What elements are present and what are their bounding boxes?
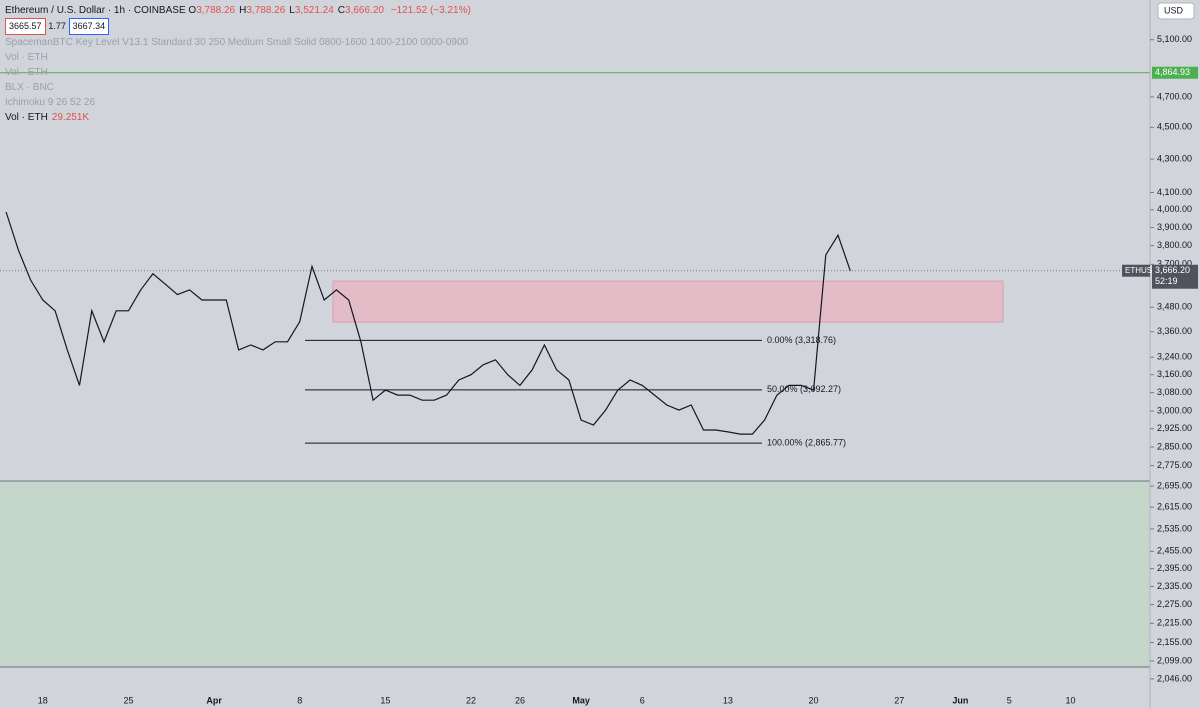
- ohlc-key: H: [239, 5, 247, 16]
- indicator-name: Vol · ETH: [5, 112, 48, 123]
- indicator-name: SpacemanBTC Key Level V13.1 Standard 30 …: [5, 37, 469, 48]
- symbol-badge: [1122, 264, 1150, 277]
- key-level-label: 4,864.93: [1155, 67, 1190, 77]
- fib-label: 0.00% (3,318.76): [767, 335, 836, 345]
- last-price-label: 3,666.20: [1155, 265, 1190, 275]
- zone: [332, 280, 1004, 323]
- ohlc-key: L: [289, 5, 295, 16]
- y-tick-label: 2,099.00: [1157, 655, 1192, 665]
- key-level-badge: [1152, 66, 1198, 79]
- ohlc-value: 3,666.20: [345, 5, 384, 16]
- fib-label: 100.00% (2,865.77): [767, 437, 846, 447]
- y-tick-label: 2,395.00: [1157, 563, 1192, 573]
- x-tick-label: 10: [1065, 695, 1075, 705]
- x-tick-label: 26: [515, 695, 525, 705]
- indicator-name: BLX · BNC: [5, 82, 54, 93]
- x-tick-label: 5: [1007, 695, 1012, 705]
- indicator-name: Vol · ETH: [5, 67, 48, 78]
- y-tick-label: 3,480.00: [1157, 302, 1192, 312]
- bid[interactable]: 3665.57: [5, 18, 46, 35]
- indicator: BLX · BNC: [5, 80, 471, 95]
- x-tick-label: 13: [723, 695, 733, 705]
- y-tick-label: 4,100.00: [1157, 187, 1192, 197]
- indicator: SpacemanBTC Key Level V13.1 Standard 30 …: [5, 35, 471, 50]
- y-tick-label: 4,700.00: [1157, 91, 1192, 101]
- last-price-badge: [1152, 264, 1198, 289]
- y-tick-label: 2,275.00: [1157, 599, 1192, 609]
- y-tick-label: 4,500.00: [1157, 122, 1192, 132]
- indicator: Ichimoku 9 26 52 26: [5, 95, 471, 110]
- y-tick-label: 2,695.00: [1157, 480, 1192, 490]
- y-tick-label: 2,775.00: [1157, 460, 1192, 470]
- quote-row: 3665.57 1.77 3667.34: [5, 18, 471, 35]
- y-tick-label: 4,300.00: [1157, 154, 1192, 164]
- x-tick-label: 15: [380, 695, 390, 705]
- y-tick-label: 2,155.00: [1157, 637, 1192, 647]
- y-tick-label: 2,615.00: [1157, 502, 1192, 512]
- symbol: Ethereum / U.S. Dollar · 1h · COINBASE: [5, 5, 186, 16]
- ohlc-value: 3,788.26: [196, 5, 236, 16]
- ask[interactable]: 3667.34: [68, 18, 110, 35]
- y-tick-label: 3,360.00: [1157, 326, 1192, 336]
- ohlc-value: 3,521.24: [294, 5, 334, 16]
- y-tick-label: 2,455.00: [1157, 546, 1192, 556]
- indicator-value: 29.251K: [51, 112, 90, 123]
- ohlc-value: 3,788.26: [246, 5, 286, 16]
- x-tick-label: 18: [38, 695, 48, 705]
- x-tick-label: Jun: [952, 695, 968, 705]
- y-tick-label: 2,535.00: [1157, 523, 1192, 533]
- x-tick-label: 27: [894, 695, 904, 705]
- indicator: Vol · ETH: [5, 65, 471, 80]
- x-tick-label: 22: [466, 695, 476, 705]
- symbol-label: ETHUSD: [1125, 266, 1158, 275]
- ohlc-key: C: [337, 5, 346, 16]
- x-tick-label: 8: [297, 695, 302, 705]
- volume-pane: [0, 481, 1150, 667]
- symbol-row: Ethereum / U.S. Dollar · 1h · COINBASE O…: [5, 3, 471, 18]
- x-tick-label: 6: [640, 695, 645, 705]
- x-tick-label: May: [572, 695, 590, 705]
- price-line: [5, 211, 851, 435]
- x-tick-label: 20: [809, 695, 819, 705]
- countdown: 52:19: [1155, 276, 1178, 286]
- fib-label: 50.00% (3,092.27): [767, 384, 841, 394]
- y-tick-label: 5,100.00: [1157, 34, 1192, 44]
- ohlc-key: O: [188, 5, 197, 16]
- y-tick-label: 2,925.00: [1157, 423, 1192, 433]
- spread: 1.77: [48, 21, 66, 31]
- y-tick-label: 3,000.00: [1157, 405, 1192, 415]
- y-tick-label: 3,900.00: [1157, 222, 1192, 232]
- indicator: Vol · ETH 29.251K: [5, 110, 471, 125]
- y-tick-label: 3,700.00: [1157, 259, 1192, 269]
- y-tick-label: 3,160.00: [1157, 369, 1192, 379]
- y-tick-label: 2,046.00: [1157, 673, 1192, 683]
- indicator: Vol · ETH: [5, 50, 471, 65]
- y-tick-label: 3,240.00: [1157, 352, 1192, 362]
- y-tick-label: 2,850.00: [1157, 441, 1192, 451]
- indicator-name: Vol · ETH: [5, 52, 48, 63]
- y-tick-label: 2,215.00: [1157, 618, 1192, 628]
- x-tick-label: 25: [123, 695, 133, 705]
- change: −121.52 (−3.21%): [390, 5, 471, 16]
- currency-button[interactable]: [1157, 2, 1195, 20]
- legend: Ethereum / U.S. Dollar · 1h · COINBASE O…: [5, 3, 471, 125]
- y-tick-label: 4,000.00: [1157, 204, 1192, 214]
- y-tick-label: 3,080.00: [1157, 387, 1192, 397]
- currency[interactable]: USD: [1164, 5, 1184, 15]
- y-tick-label: 2,335.00: [1157, 581, 1192, 591]
- y-tick-label: 3,800.00: [1157, 240, 1192, 250]
- x-tick-label: Apr: [206, 695, 222, 705]
- indicator-name: Ichimoku 9 26 52 26: [5, 97, 96, 108]
